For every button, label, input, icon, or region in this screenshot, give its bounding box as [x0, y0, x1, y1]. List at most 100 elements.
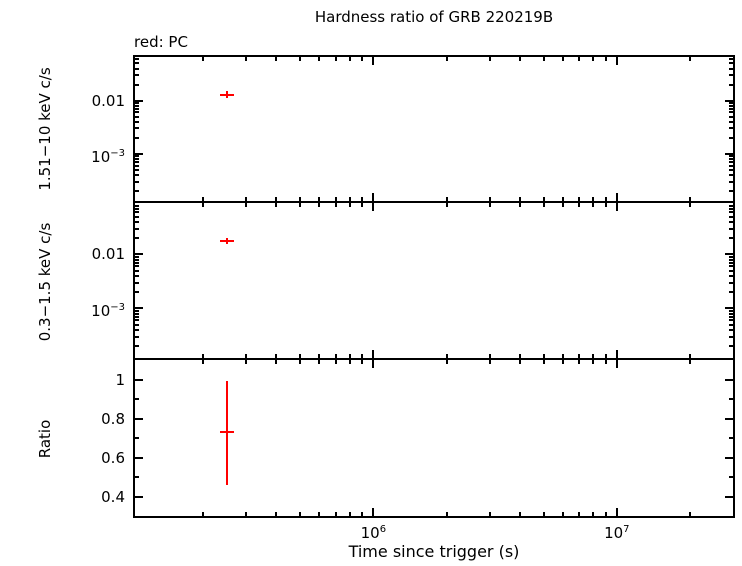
y-tick	[135, 204, 139, 207]
y-tick	[135, 253, 143, 256]
y-tick-label: 0.01	[91, 245, 125, 264]
x-tick	[275, 360, 278, 364]
y-tick	[729, 255, 733, 258]
y-tick	[135, 258, 139, 261]
y-tick	[135, 261, 139, 264]
x-tick	[518, 512, 521, 516]
y-tick	[729, 315, 733, 318]
y-tick	[725, 495, 733, 498]
x-tick	[542, 57, 545, 61]
y-tick	[135, 281, 139, 284]
y-tick	[729, 62, 733, 65]
x-tick	[361, 512, 364, 516]
y-tick	[729, 319, 733, 322]
y-tick	[135, 417, 143, 420]
x-tick	[275, 57, 278, 61]
x-tick-label: 106	[360, 524, 387, 542]
x-tick	[488, 197, 491, 201]
x-tick	[372, 508, 375, 516]
x-tick	[689, 354, 692, 358]
y-tick	[729, 269, 733, 272]
x-tick	[245, 354, 248, 358]
panel-hard-rate: 0.01 10−3	[91, 55, 735, 203]
y-tick-label: 0.6	[101, 448, 125, 467]
x-tick	[604, 354, 607, 358]
x-tick	[518, 360, 521, 364]
x-tick	[245, 512, 248, 516]
y-tick	[135, 312, 139, 315]
y-tick	[729, 120, 733, 123]
x-tick	[561, 512, 564, 516]
y-tick	[135, 345, 139, 348]
x-tick	[488, 57, 491, 61]
y-tick	[729, 111, 733, 114]
x-tick	[592, 360, 595, 364]
y-tick	[729, 67, 733, 70]
y-tick	[729, 227, 733, 230]
y-tick	[729, 207, 733, 210]
y-tick	[729, 155, 733, 158]
y-tick	[135, 152, 143, 155]
data-point-yerrbar	[225, 91, 228, 99]
x-tick	[604, 57, 607, 61]
y-tick	[135, 495, 143, 498]
y-tick	[729, 102, 733, 105]
x-tick	[202, 57, 205, 61]
x-tick	[578, 203, 581, 207]
y-tick	[725, 152, 733, 155]
x-tick	[445, 197, 448, 201]
y-tick	[725, 417, 733, 420]
x-tick	[518, 57, 521, 61]
x-tick	[561, 203, 564, 207]
y-tick	[725, 307, 733, 310]
y-tick	[135, 237, 139, 240]
y-tick	[729, 476, 733, 478]
y-tick	[135, 476, 139, 478]
x-tick	[592, 197, 595, 201]
y-tick	[729, 345, 733, 348]
y-tick	[729, 127, 733, 130]
y-tick	[135, 155, 139, 158]
x-tick	[361, 360, 364, 364]
y-tick	[729, 335, 733, 338]
y-tick	[729, 274, 733, 277]
y-tick	[725, 456, 733, 459]
x-tick	[318, 512, 321, 516]
panel-soft-rate: 0.01 10−3	[91, 203, 735, 360]
y-tick	[725, 99, 733, 102]
y-tick	[135, 127, 139, 130]
x-tick	[578, 57, 581, 61]
x-tick	[275, 203, 278, 207]
x-tick	[361, 354, 364, 358]
x-tick	[299, 360, 302, 364]
y-tick	[135, 62, 139, 65]
x-tick	[561, 197, 564, 201]
x-tick	[245, 203, 248, 207]
y-tick	[729, 174, 733, 177]
y-tick	[135, 211, 139, 214]
y-tick	[135, 168, 139, 171]
x-tick	[689, 512, 692, 516]
y-tick	[135, 215, 139, 218]
x-tick	[348, 197, 351, 201]
x-tick	[542, 360, 545, 364]
y-tick-label: 0.01	[91, 91, 125, 110]
x-tick	[299, 197, 302, 201]
x-tick	[615, 508, 618, 516]
x-tick	[334, 360, 337, 364]
y-tick	[725, 378, 733, 381]
x-tick	[245, 360, 248, 364]
y-tick	[729, 104, 733, 107]
x-tick	[348, 512, 351, 516]
x-tick	[361, 197, 364, 201]
x-tick	[615, 193, 618, 201]
y-tick-label: 10−3	[91, 302, 125, 321]
y-tick	[135, 255, 139, 258]
x-tick	[689, 57, 692, 61]
x-tick	[245, 197, 248, 201]
y-axis-label: 1.51−10 keV c/s	[36, 67, 54, 191]
x-tick	[372, 350, 375, 358]
y-tick	[135, 265, 139, 268]
y-tick	[729, 323, 733, 326]
x-tick	[275, 354, 278, 358]
